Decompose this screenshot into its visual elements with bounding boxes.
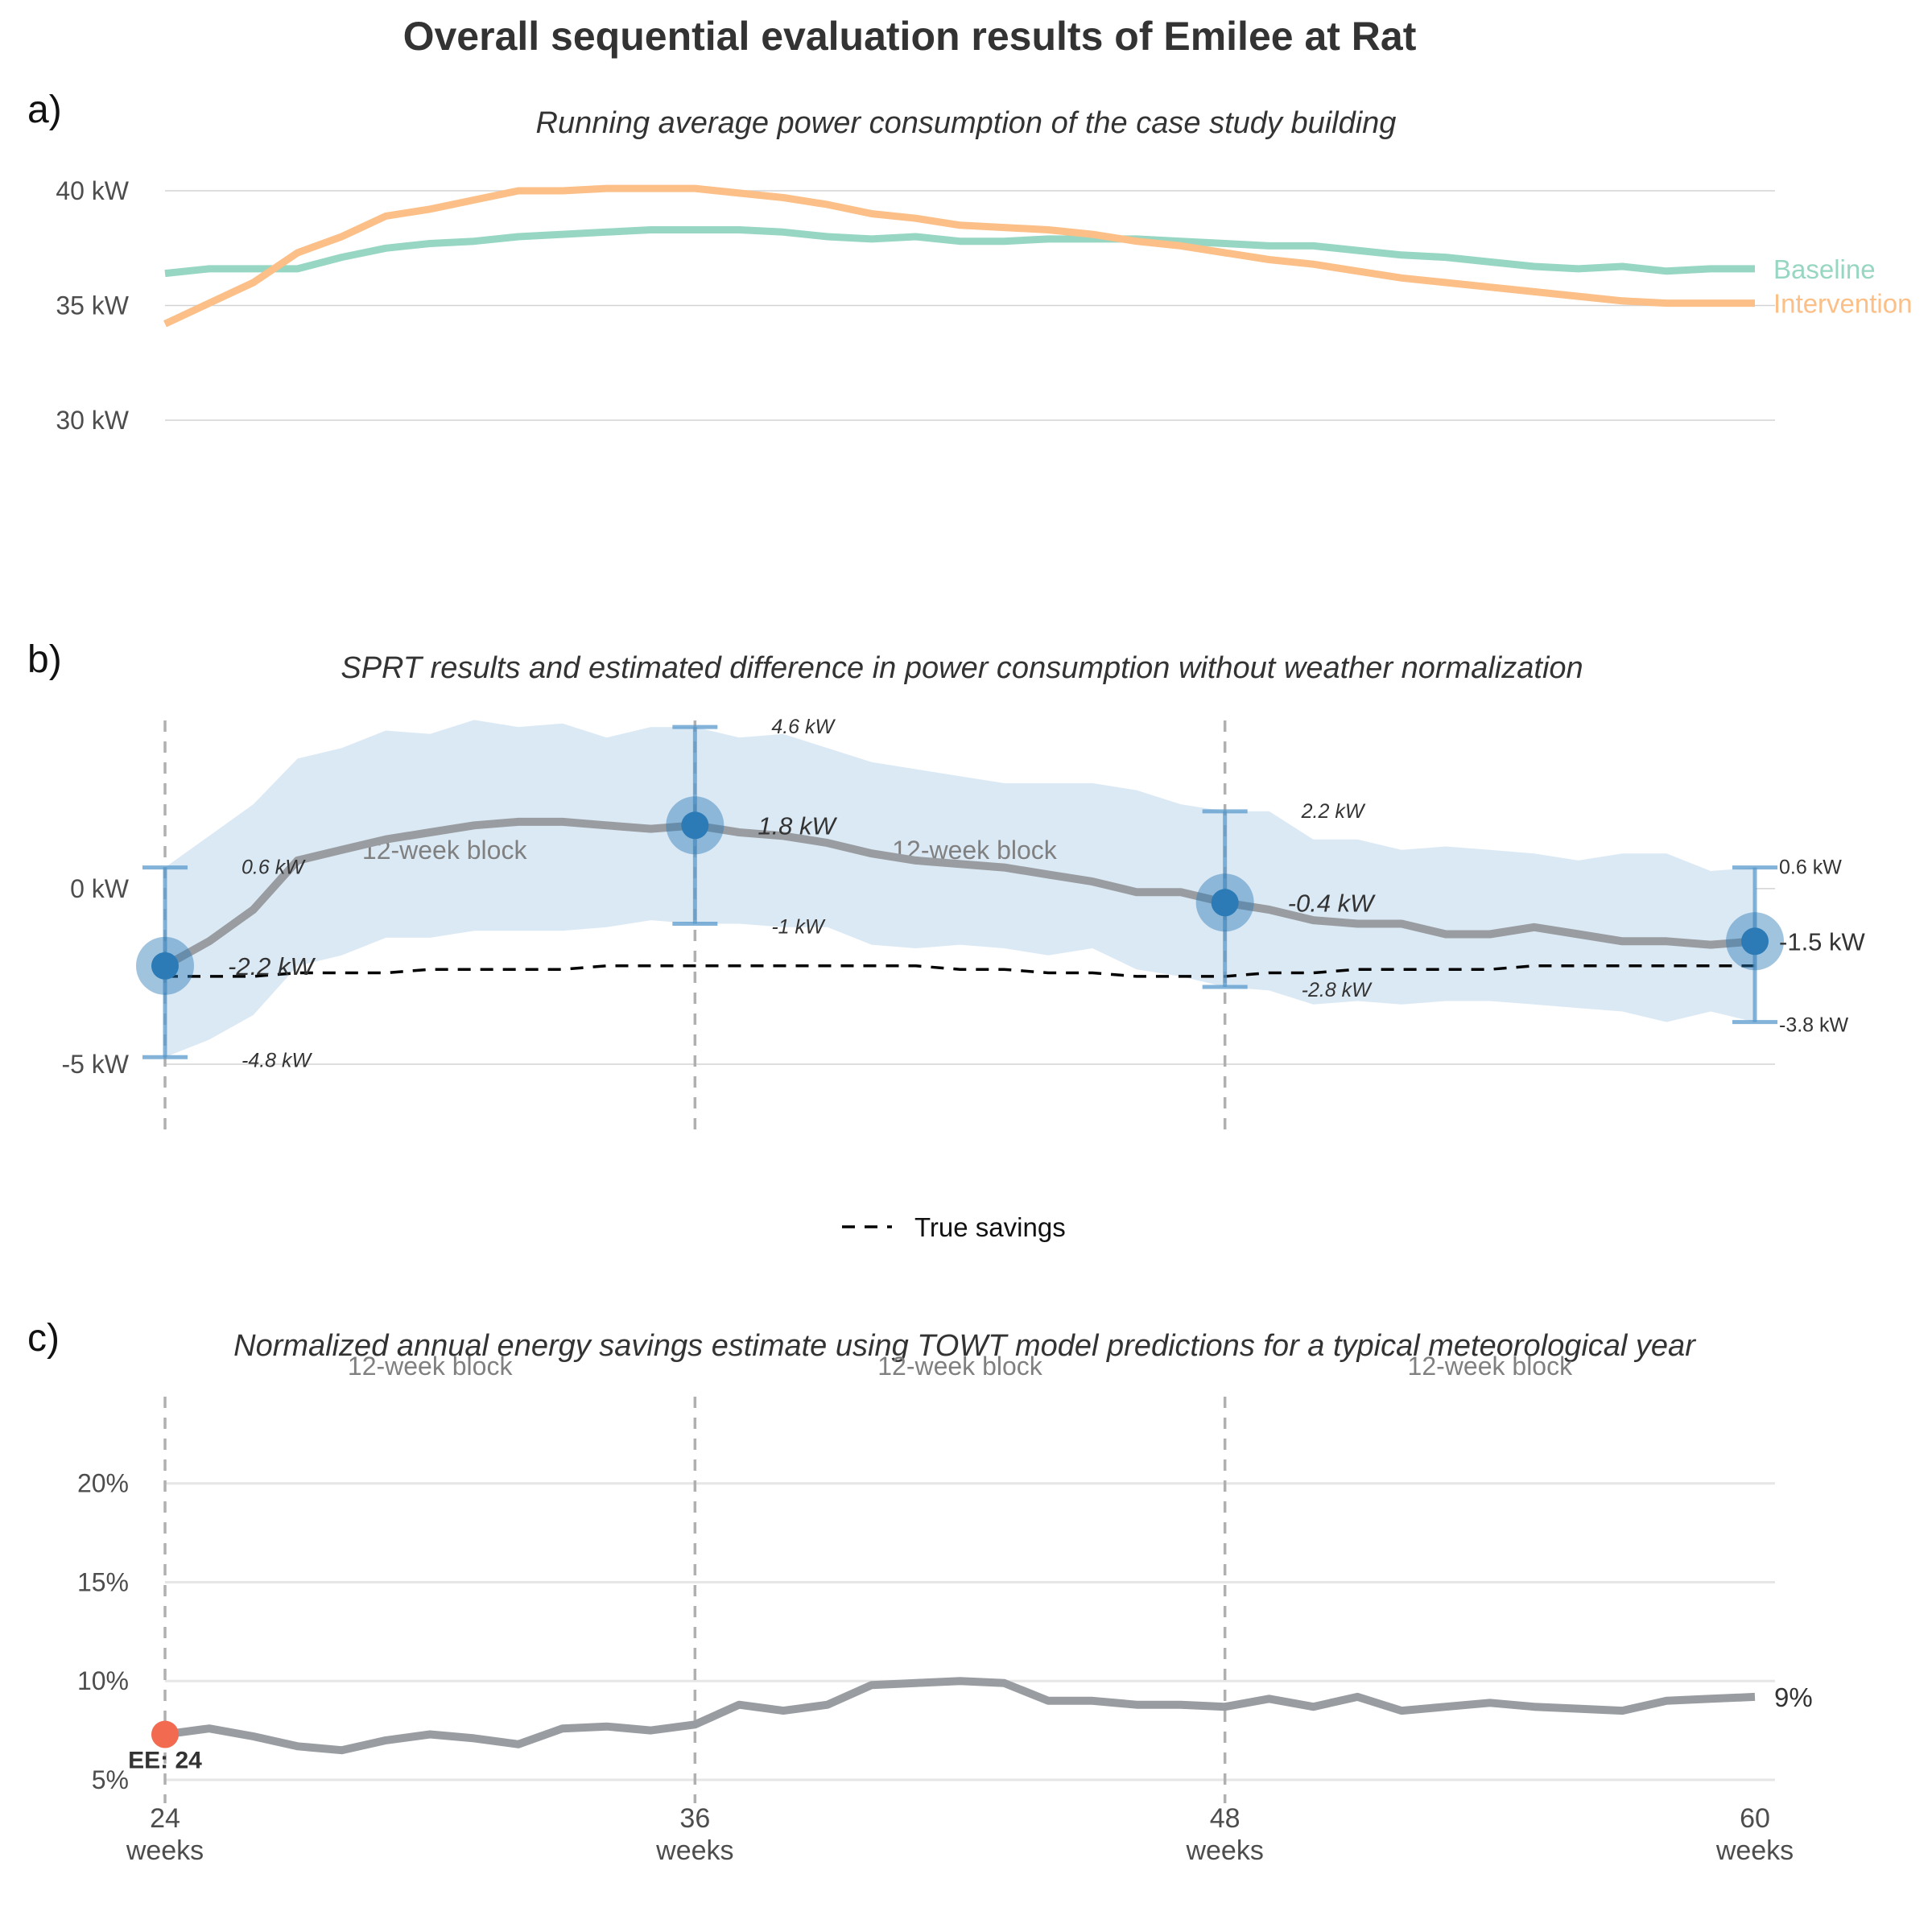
checkpoint-24: 0.6 kW -4.8 kW -2.2 kW	[136, 857, 316, 1071]
checkpoint-60: 0.6 kW -3.8 kW -1.5 kW	[1726, 857, 1866, 1037]
x-tick-unit: weeks	[1185, 1835, 1263, 1866]
panel-c-block-label: 12-week block	[877, 1352, 1043, 1381]
x-tick-value: 60	[1740, 1803, 1770, 1834]
x-tick-unit: weeks	[1715, 1835, 1794, 1866]
true-savings-line	[165, 964, 1755, 978]
ci-lower-label: -3.8 kW	[1779, 1014, 1849, 1037]
panel-c-y-tick-label: 5%	[92, 1765, 129, 1794]
estimate-point	[681, 811, 709, 840]
baseline-line	[164, 226, 1755, 278]
panel-c-checkpoint-lines	[163, 1397, 1227, 1803]
panel-a-y-tick-label: 30 kW	[56, 406, 129, 435]
panel-a-subtitle: Running average power consumption of the…	[536, 106, 1397, 140]
panel-a: a) Running average power consumption of …	[27, 89, 1912, 435]
panel-c-block-label: 12-week block	[1408, 1352, 1574, 1381]
estimate-line	[163, 817, 1756, 970]
figure-title: Overall sequential evaluation results of…	[403, 14, 1417, 59]
panel-c-lines	[151, 1677, 1756, 1755]
true-savings-legend-label: True savings	[914, 1212, 1066, 1242]
panel-c-block-label: 12-week block	[348, 1352, 514, 1381]
estimate-label: -2.2 kW	[228, 952, 316, 980]
ci-lower-label: -1 kW	[771, 915, 826, 938]
panel-b-y-ticks: 0 kW -5 kW	[61, 874, 129, 1079]
baseline-series-label: Baseline	[1773, 254, 1876, 284]
panel-c-subtitle: Normalized annual energy savings estimat…	[233, 1329, 1696, 1363]
estimate-point	[151, 952, 179, 980]
panel-a-series	[163, 184, 1755, 328]
x-tick-value: 24	[150, 1803, 180, 1834]
checkpoint-48: 2.2 kW -2.8 kW -0.4 kW	[1195, 800, 1377, 1001]
checkpoint-36: 4.6 kW -1 kW 1.8 kW	[666, 716, 838, 938]
savings-line	[164, 1677, 1756, 1755]
panel-b-ci-band	[165, 720, 1755, 1058]
ci-upper-label: 2.2 kW	[1301, 800, 1366, 823]
panel-c-letter: c)	[27, 1317, 60, 1360]
panel-c-y-tick-label: 15%	[77, 1567, 129, 1596]
estimate-label: -1.5 kW	[1779, 927, 1866, 956]
early-estimate-point	[151, 1720, 179, 1748]
panel-a-y-tick-label: 35 kW	[56, 291, 129, 320]
estimate-point	[1211, 889, 1239, 917]
panel-c: c) Normalized annual energy savings esti…	[27, 1317, 1813, 1866]
estimate-label: 1.8 kW	[758, 811, 837, 840]
panel-b-legend: True savings	[842, 1212, 1066, 1242]
panel-b-lines	[163, 817, 1756, 978]
ci-upper-label: 0.6 kW	[242, 857, 306, 879]
estimate-label: -0.4 kW	[1288, 889, 1377, 917]
panel-c-y-tick-label: 10%	[77, 1666, 129, 1695]
confidence-band	[165, 720, 1755, 1058]
panel-c-y-tick-label: 20%	[77, 1469, 129, 1498]
panel-b-checkpoints: 0.6 kW -4.8 kW -2.2 kW 4.6 kW -1 kW 1.8 kW 2.2…	[136, 716, 1866, 1071]
panel-a-y-ticks: 40 kW 35 kW 30 kW	[56, 176, 129, 435]
ci-lower-label: -4.8 kW	[242, 1049, 313, 1071]
intervention-line	[163, 184, 1755, 328]
panel-b-y-tick-label: 0 kW	[70, 874, 130, 903]
x-tick-value: 36	[679, 1803, 710, 1834]
ci-upper-label: 4.6 kW	[771, 716, 836, 738]
panel-a-letter: a)	[27, 89, 62, 131]
panel-b-subtitle: SPRT results and estimated difference in…	[341, 651, 1583, 685]
panel-b-letter: b)	[27, 638, 62, 681]
x-axis-ticks: 24 36 48 60 weeks weeks weeks weeks	[126, 1803, 1794, 1866]
panel-c-y-ticks: 20% 15% 10% 5%	[77, 1469, 129, 1794]
estimate-point	[1741, 927, 1769, 956]
x-tick-value: 48	[1210, 1803, 1241, 1834]
final-savings-label: 9%	[1774, 1682, 1813, 1712]
panel-b-y-tick-label: -5 kW	[61, 1050, 129, 1079]
ci-lower-label: -2.8 kW	[1302, 979, 1373, 1001]
panel-b: b) SPRT results and estimated difference…	[27, 638, 1866, 1242]
early-estimate-label: EE: 24	[128, 1748, 202, 1774]
x-tick-unit: weeks	[126, 1835, 204, 1866]
x-tick-unit: weeks	[655, 1835, 733, 1866]
panel-a-grid	[165, 190, 1775, 421]
ci-upper-label: 0.6 kW	[1779, 857, 1842, 879]
intervention-series-label: Intervention	[1773, 289, 1912, 319]
panel-a-y-tick-label: 40 kW	[56, 176, 129, 205]
